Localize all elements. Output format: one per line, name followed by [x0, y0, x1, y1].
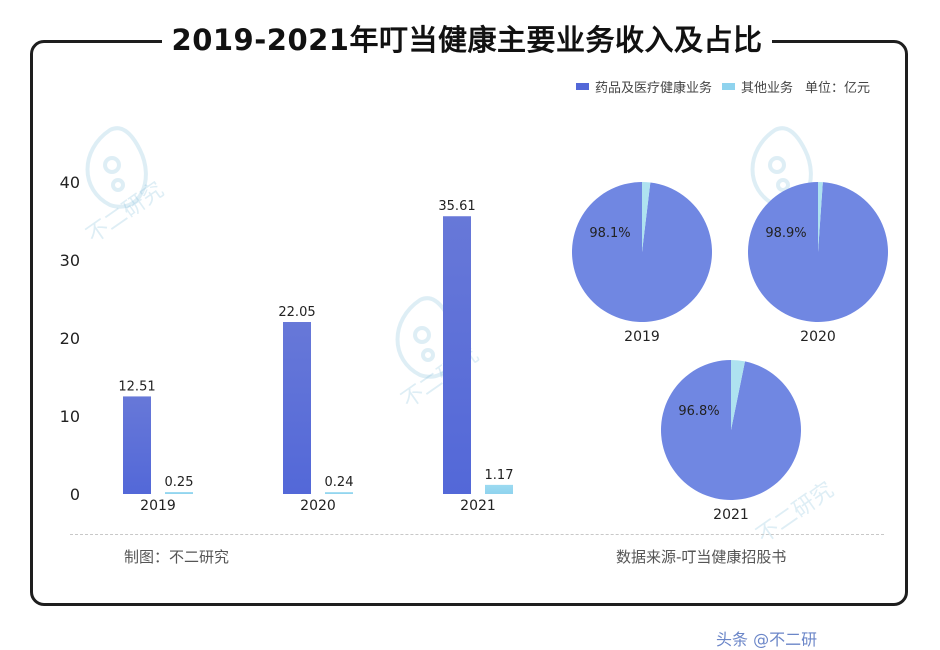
y-tick-label: 0: [70, 485, 80, 504]
bar-value-label: 22.05: [278, 305, 315, 320]
legend-label-series1: 药品及医疗健康业务: [595, 81, 713, 96]
legend-swatch-series1: [576, 83, 589, 90]
pie-year-label: 2020: [800, 329, 836, 345]
y-tick-label: 20: [60, 329, 80, 348]
bar-value-label: 1.17: [485, 468, 514, 483]
legend-item-series2: 其他业务: [722, 77, 793, 96]
bar-main-2021: [443, 216, 471, 494]
bar-other-2020: [325, 492, 353, 494]
footer-divider: [70, 534, 884, 535]
y-tick-label: 40: [60, 173, 80, 192]
bar-value-label: 0.25: [165, 475, 194, 490]
pie-year-label: 2019: [624, 329, 660, 345]
legend-swatch-series2: [722, 83, 736, 90]
pie-slice-minor-2020: [818, 182, 823, 252]
bar-other-2019: [165, 492, 193, 494]
y-tick-label: 30: [60, 251, 80, 270]
corner-overflow-text: 头条 @不二研: [716, 630, 818, 649]
pie-percent-label: 98.1%: [589, 226, 630, 241]
x-tick-label: 2021: [460, 498, 496, 514]
footer-source: 数据来源-叮当健康招股书: [616, 548, 787, 566]
pie-year-label: 2021: [713, 507, 749, 523]
legend-item-series1: 药品及医疗健康业务: [576, 77, 712, 96]
pie-slice-main-2021: [660, 360, 801, 500]
watermark-logo-icon: [85, 126, 148, 209]
bar-other-2021: [485, 484, 513, 494]
pie-percent-label: 98.9%: [765, 226, 806, 241]
unit-label: 单位：亿元: [805, 81, 871, 96]
pie-slice-main-2019: [571, 182, 712, 322]
x-tick-label: 2020: [300, 498, 336, 514]
x-tick-label: 2019: [140, 498, 176, 514]
y-tick-label: 10: [60, 407, 80, 426]
pie-slice-minor-2021: [731, 360, 745, 430]
pie-percent-label: 96.8%: [678, 404, 719, 419]
pie-slice-minor-2019: [642, 182, 651, 252]
legend: 药品及医疗健康业务 其他业务 单位：亿元: [576, 77, 870, 96]
bar-main-2020: [283, 322, 311, 494]
bar-value-label: 35.61: [438, 199, 475, 214]
bar-value-label: 0.24: [325, 475, 354, 490]
pie-slice-main-2020: [747, 182, 888, 322]
legend-label-series2: 其他业务: [741, 81, 794, 96]
footer-credit: 制图：不二研究: [124, 548, 230, 566]
bar-value-label: 12.51: [118, 379, 155, 394]
chart-title: 2019-2021年叮当健康主要业务收入及占比: [162, 14, 772, 66]
bar-main-2019: [123, 396, 151, 494]
